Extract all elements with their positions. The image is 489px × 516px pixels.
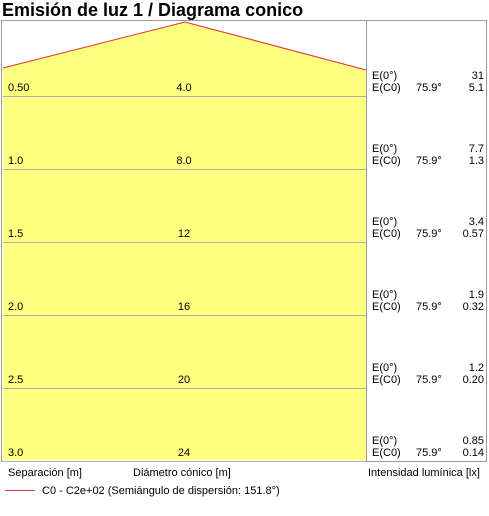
separation: 1.5	[8, 228, 23, 240]
diameter: 16	[178, 301, 190, 313]
e0-label: E(0°)	[372, 143, 397, 155]
e0-value: 1.9	[469, 289, 484, 301]
e0-label: E(0°)	[372, 362, 397, 374]
ec0-label: E(C0)	[372, 82, 401, 94]
diameter: 20	[178, 374, 190, 386]
angle: 75.9°	[416, 155, 442, 167]
ec0-label: E(C0)	[372, 301, 401, 313]
e0-label: E(0°)	[372, 216, 397, 228]
ec0-label: E(C0)	[372, 155, 401, 167]
separation: 2.0	[8, 301, 23, 313]
e0-value: 3.4	[469, 216, 484, 228]
angle: 75.9°	[416, 301, 442, 313]
cone-outline	[2, 21, 367, 71]
title: Emisión de luz 1 / Diagrama conico	[2, 0, 303, 20]
separation-label: Separación [m]	[8, 467, 82, 479]
rows: 0.50 4.0 E(0°) 31 E(C0) 75.9° 5.1 1.0 8.0 E(0°) 7.…	[3, 70, 484, 462]
legend-text: C0 - C2e+02 (Semiángulo de dispersión: 1…	[42, 485, 280, 497]
angle: 75.9°	[416, 374, 442, 386]
ec0-label: E(C0)	[372, 228, 401, 240]
diameter: 4.0	[176, 82, 191, 94]
e0-value: 31	[472, 70, 484, 82]
e0-value: 0.85	[463, 435, 484, 447]
separation: 3.0	[8, 447, 23, 459]
ec0-value: 0.14	[463, 447, 484, 459]
separation: 1.0	[8, 155, 23, 167]
e0-value: 7.7	[469, 143, 484, 155]
ec0-value: 1.3	[469, 155, 484, 167]
angle: 75.9°	[416, 82, 442, 94]
diameter: 24	[178, 447, 190, 459]
ec0-value: 5.1	[469, 82, 484, 94]
ec0-value: 0.20	[463, 374, 484, 386]
diameter: 12	[178, 228, 190, 240]
ec0-label: E(C0)	[372, 374, 401, 386]
diameter: 8.0	[176, 155, 191, 167]
e0-label: E(0°)	[372, 70, 397, 82]
ec0-value: 0.32	[463, 301, 484, 313]
separation: 0.50	[8, 82, 29, 94]
e0-label: E(0°)	[372, 289, 397, 301]
separation: 2.5	[8, 374, 23, 386]
cone-area	[3, 22, 366, 460]
e0-label: E(0°)	[372, 435, 397, 447]
angle: 75.9°	[416, 447, 442, 459]
ec0-value: 0.57	[463, 228, 484, 240]
e0-value: 1.2	[469, 362, 484, 374]
angle: 75.9°	[416, 228, 442, 240]
ec0-label: E(C0)	[372, 447, 401, 459]
intensity-label: Intensidad lumínica [lx]	[368, 467, 480, 479]
diameter-label: Diámetro cónico [m]	[133, 467, 231, 479]
